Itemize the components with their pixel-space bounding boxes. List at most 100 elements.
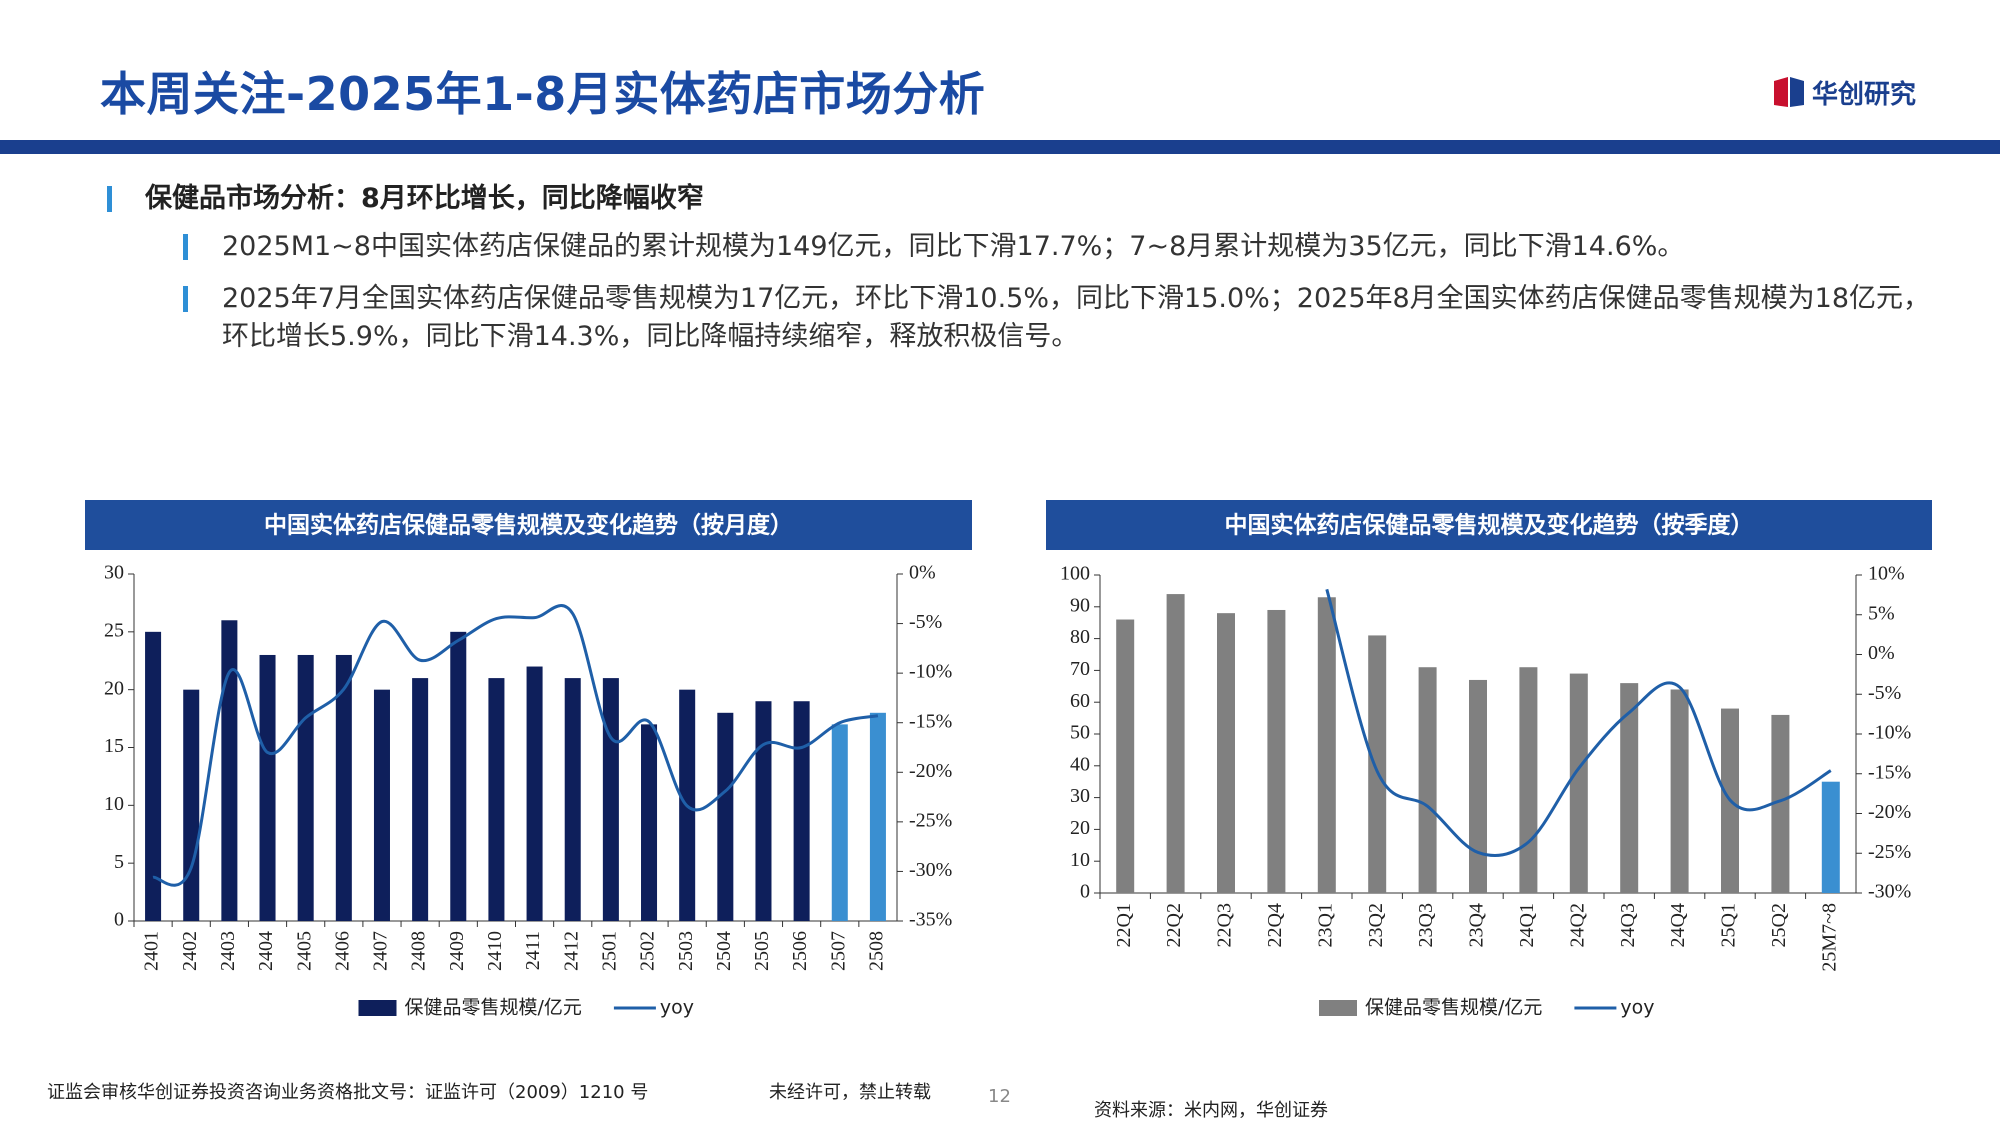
- x-tick-label: 22Q2: [1163, 903, 1185, 947]
- x-tick-label: 22Q4: [1264, 903, 1286, 947]
- y2-tick-label: 5%: [1868, 602, 1895, 624]
- x-tick-label: 2412: [560, 931, 582, 971]
- bar: [793, 701, 810, 921]
- x-tick-label: 22Q3: [1214, 903, 1236, 947]
- x-tick-label: 24Q1: [1516, 903, 1538, 947]
- logo-icon: [1774, 77, 1804, 107]
- y-tick-label: 90: [1070, 594, 1090, 616]
- y-tick-label: 60: [1070, 690, 1090, 712]
- bar: [1821, 781, 1840, 893]
- bar: [145, 631, 162, 921]
- x-tick-label: 2409: [446, 931, 468, 971]
- y-tick-label: 0: [1080, 881, 1090, 903]
- x-tick-label: 2507: [827, 931, 849, 971]
- x-tick-label: 2504: [713, 931, 735, 971]
- y-tick-label: 70: [1070, 658, 1090, 680]
- y-tick-label: 5: [114, 851, 124, 873]
- bar: [488, 678, 505, 921]
- bar: [1519, 667, 1538, 893]
- charts: 中国实体药店保健品零售规模及变化趋势（按月度） 0 5 10 15 20 25 30 0% -5%…: [85, 500, 1932, 1019]
- y2-tick-label: -15%: [1868, 761, 1911, 783]
- legend-label: yoy: [660, 997, 694, 1019]
- legend-label: yoy: [1620, 997, 1654, 1019]
- y2-tick-label: -35%: [909, 909, 952, 931]
- top-bar: [0, 140, 2000, 154]
- x-tick-label: 25Q2: [1768, 903, 1790, 947]
- y2-tick-label: -20%: [1868, 801, 1911, 823]
- bar: [641, 724, 658, 921]
- legend-label: 保健品零售规模/亿元: [1365, 997, 1542, 1019]
- bar: [1771, 714, 1790, 893]
- y-tick-label: 100: [1060, 563, 1090, 585]
- bar: [1670, 689, 1689, 893]
- y2-tick-label: -5%: [1868, 682, 1901, 704]
- x-tick-label: 2506: [789, 931, 811, 971]
- bar: [450, 631, 467, 921]
- notice: 未经许可，禁止转载: [769, 1082, 931, 1103]
- bullet-text: 2025M1~8中国实体药店保健品的累计规模为149亿元，同比下滑17.7%；7…: [222, 231, 1685, 262]
- bar: [297, 654, 314, 921]
- x-tick-label: 2407: [370, 931, 392, 971]
- bullet-text: 2025年7月全国实体药店保健品零售规模为17亿元，环比下滑10.5%，同比下滑…: [222, 283, 1931, 352]
- bar: [221, 620, 238, 921]
- bar: [526, 666, 543, 921]
- y2-tick-label: -10%: [1868, 722, 1911, 744]
- x-tick-label: 2502: [637, 931, 659, 971]
- logo: 华创研究: [1772, 74, 1916, 110]
- bar: [602, 678, 619, 921]
- page-number: 12: [988, 1086, 1011, 1107]
- y2-tick-label: -30%: [909, 859, 952, 881]
- license: 证监会审核华创证券投资咨询业务资格批文号：证监许可（2009）1210 号: [47, 1082, 649, 1103]
- bar: [373, 689, 390, 921]
- y-tick-label: 50: [1070, 722, 1090, 744]
- y-tick-label: 10: [104, 793, 124, 815]
- x-tick-label: 2405: [293, 931, 315, 971]
- bar: [755, 701, 772, 921]
- y2-tick-label: 0%: [909, 562, 936, 584]
- bar: [564, 678, 581, 921]
- bar: [1116, 619, 1135, 893]
- x-tick-label: 24Q2: [1566, 903, 1588, 947]
- y-tick-label: 80: [1070, 626, 1090, 648]
- section-heading: 保健品市场分析：8月环比增长，同比降幅收窄: [145, 183, 704, 214]
- x-tick-label: 22Q1: [1113, 903, 1135, 947]
- y-tick-label: 30: [1070, 785, 1090, 807]
- y2-tick-label: -25%: [909, 809, 952, 831]
- page-title: 本周关注-2025年1-8月实体药店市场分析: [100, 67, 986, 121]
- legend-label: 保健品零售规模/亿元: [405, 997, 582, 1019]
- bar: [1569, 673, 1588, 893]
- bar: [831, 724, 848, 921]
- x-tick-label: 23Q4: [1466, 903, 1488, 947]
- bar: [1368, 635, 1387, 893]
- x-tick-label: 2403: [217, 931, 239, 971]
- logo-text: 华创研究: [1812, 79, 1917, 110]
- x-tick-label: 2505: [751, 931, 773, 971]
- yoy-line: [1325, 588, 1832, 858]
- bar: [1620, 683, 1639, 893]
- x-tick-label: 23Q1: [1314, 903, 1336, 947]
- x-tick-label: 2402: [179, 931, 201, 971]
- x-tick-label: 2411: [522, 931, 544, 970]
- x-tick-label: 2408: [408, 931, 430, 971]
- x-tick-label: 2406: [331, 931, 353, 971]
- y2-tick-label: 10%: [1868, 563, 1905, 585]
- source: 资料来源：米内网，华创证券: [1094, 1100, 1328, 1121]
- x-tick-label: 24Q3: [1617, 903, 1639, 947]
- bullet-mark: [107, 186, 112, 212]
- bar: [1418, 667, 1437, 893]
- chart-header: [85, 500, 972, 550]
- bar: [259, 654, 276, 921]
- y-tick-label: 40: [1070, 753, 1090, 775]
- y2-tick-label: -5%: [909, 611, 942, 633]
- y-tick-label: 30: [104, 562, 124, 584]
- bar: [412, 678, 429, 921]
- y2-tick-label: 0%: [1868, 642, 1895, 664]
- bar: [1469, 679, 1487, 893]
- x-tick-label: 23Q3: [1415, 903, 1437, 947]
- y-tick-label: 10: [1070, 849, 1090, 871]
- x-tick-label: 2401: [141, 931, 163, 971]
- y-tick-label: 20: [104, 677, 124, 699]
- legend-swatch: [1319, 1000, 1357, 1016]
- y-tick-label: 20: [1070, 817, 1090, 839]
- y2-tick-label: -15%: [909, 710, 952, 732]
